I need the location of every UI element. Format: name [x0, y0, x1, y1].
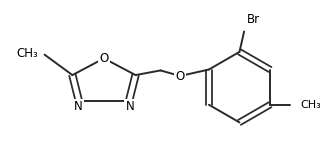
Text: O: O [99, 52, 108, 65]
Text: O: O [175, 69, 185, 83]
Text: CH₃: CH₃ [16, 47, 38, 60]
Text: N: N [74, 100, 82, 113]
Text: Br: Br [247, 13, 260, 26]
Text: CH₃: CH₃ [301, 100, 320, 110]
Text: N: N [125, 100, 134, 113]
